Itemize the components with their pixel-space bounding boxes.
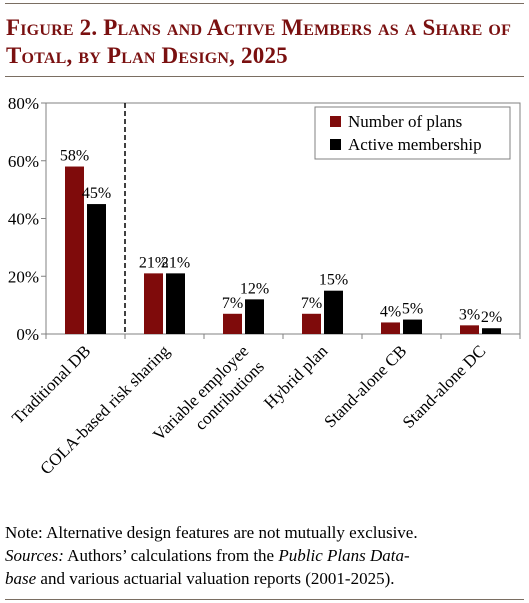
sources-database-name-part-2: base [5, 569, 37, 588]
data-label-number-of-plans: 58% [60, 148, 89, 165]
y-tick-label: 0% [16, 325, 39, 344]
figure-note: Note: Alternative design features are no… [5, 521, 527, 590]
data-label-number-of-plans: 3% [459, 306, 480, 323]
legend-swatch-active-membership [330, 139, 341, 150]
x-category-label: Hybrid plan [260, 341, 332, 413]
sources-label: Sources: [5, 546, 64, 565]
data-label-active-membership: 21% [161, 254, 190, 271]
y-tick-label: 40% [8, 210, 39, 229]
bar-active-membership [87, 204, 106, 334]
data-label-number-of-plans: 21% [139, 254, 168, 271]
figure-title-line-1: Figure 2. Plans and Active Members as a … [6, 15, 512, 40]
data-label-active-membership: 5% [402, 301, 423, 318]
legend-label-number-of-plans: Number of plans [348, 112, 462, 131]
bar-number-of-plans [302, 313, 321, 334]
x-category-label-line: COLA-based risk sharing [36, 341, 173, 478]
bar-active-membership [324, 290, 343, 334]
bar-active-membership [166, 273, 185, 334]
data-label-active-membership: 2% [481, 309, 502, 326]
bar-number-of-plans [223, 313, 242, 334]
x-category-label-line: Stand-alone DC [399, 341, 490, 432]
x-category-label: Stand-alone DC [399, 341, 490, 432]
legend-label-active-membership: Active membership [348, 135, 482, 154]
data-label-number-of-plans: 7% [222, 295, 243, 312]
x-category-label-line: Traditional DB [8, 341, 94, 427]
x-category-label: Stand-alone CB [320, 341, 410, 431]
y-tick-label: 80% [8, 94, 39, 113]
bottom-rule [5, 599, 524, 600]
y-tick-label: 60% [8, 152, 39, 171]
sources-line: Sources: Authors’ calculations from the … [5, 544, 527, 567]
legend-swatch-number-of-plans [330, 116, 341, 127]
bar-active-membership [245, 299, 264, 334]
bar-number-of-plans [144, 273, 163, 334]
bar-active-membership [482, 328, 501, 334]
x-category-label: Traditional DB [8, 341, 94, 427]
data-label-active-membership: 12% [240, 280, 269, 297]
bar-active-membership [403, 319, 422, 334]
data-label-number-of-plans: 7% [301, 295, 322, 312]
y-tick-label: 20% [8, 267, 39, 286]
note-line: Note: Alternative design features are no… [5, 523, 418, 542]
bar-number-of-plans [381, 322, 400, 334]
bar-number-of-plans [460, 325, 479, 334]
sources-database-name-part-1: Public Plans Data- [278, 546, 410, 565]
data-label-active-membership: 45% [82, 185, 111, 202]
top-rule [5, 3, 524, 4]
bar-chart: 0% 20% 40% 60% 80% 58% 21% 7% 7% 4% 3% 45% 21% 12% 15%… [8, 94, 521, 478]
bar-number-of-plans [65, 166, 84, 334]
data-label-number-of-plans: 4% [380, 303, 401, 320]
x-category-label: COLA-based risk sharing [36, 341, 173, 478]
figure-title: Figure 2. Plans and Active Members as a … [6, 14, 526, 70]
x-category-label-line: Stand-alone CB [320, 341, 410, 431]
data-label-active-membership: 15% [319, 272, 348, 289]
sources-text-1: Authors’ calculations from the [63, 546, 279, 565]
figure-title-line-2: Total, by Plan Design, 2025 [6, 43, 288, 68]
x-category-label-line: Hybrid plan [260, 341, 332, 413]
legend-box [314, 106, 511, 160]
sources-line-2: base and various actuarial valuation rep… [5, 567, 527, 590]
title-divider-rule [5, 76, 524, 77]
sources-text-2: and various actuarial valuation reports … [36, 569, 395, 588]
